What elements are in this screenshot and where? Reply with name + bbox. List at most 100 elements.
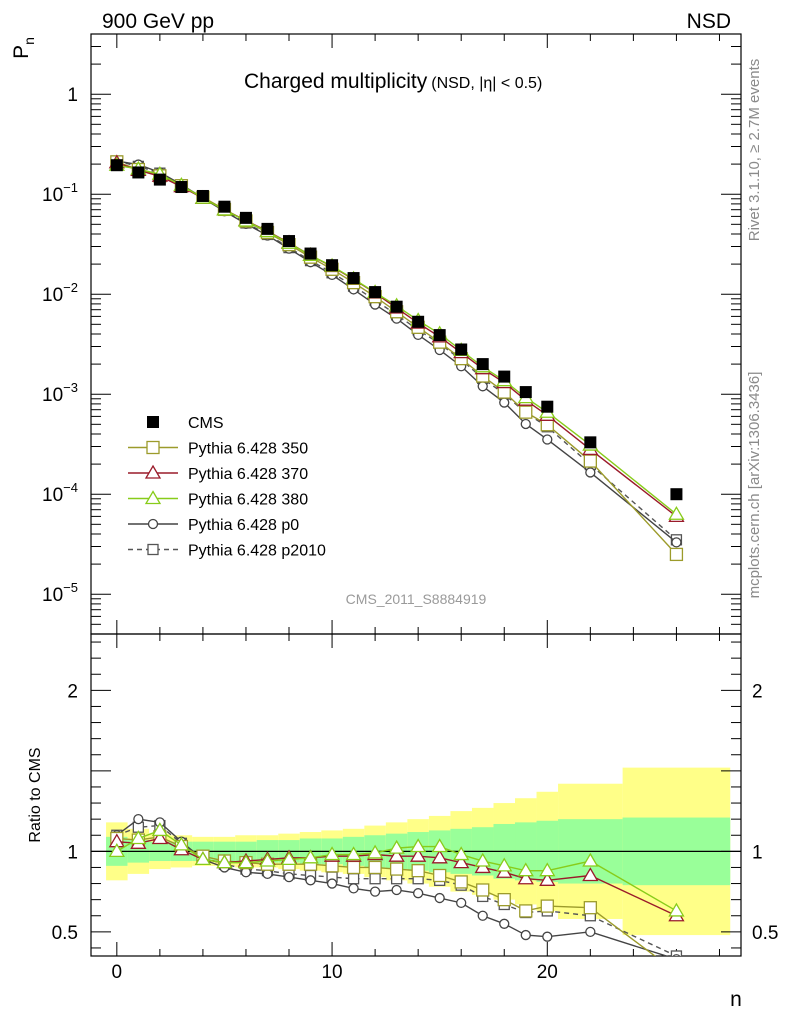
legend-marker-2 [144,464,162,479]
point-ratio-p370-14 [410,847,427,862]
point-ratio-p0-14 [413,888,424,899]
legend-label-4: Pythia 6.428 p0 [188,517,299,534]
point-ratio-p0-12 [369,886,381,897]
point-ratio-p380-20 [539,862,556,877]
axis-ticks: 0 10 20 1 10−1 10−2 10−3 10−4 10−5 0.5 0.5 1 1 2 2 [42,33,778,983]
point-cms-9 [304,247,317,260]
y-tick-label-4: 10−4 [42,480,78,506]
point-cms-22 [584,436,597,449]
point-ratio-p2010-12 [369,873,381,885]
point-main-p380-26 [668,505,685,520]
point-ratio-p0-15 [434,892,445,904]
point-ratio-p350-18 [497,893,511,907]
y-tick-label-0: 1 [67,85,78,106]
point-ratio-p0-19 [520,929,531,941]
point-ratio-p370-15 [431,849,448,864]
point-ratio-p380-11 [345,846,362,861]
point-cms-15 [433,329,446,342]
point-ratio-p0-1 [133,814,144,825]
point-cms-7 [261,222,274,235]
point-ratio-p380-22 [582,852,599,867]
point-ratio-p350-20 [540,899,554,913]
legend-marker-5 [147,543,159,556]
point-ratio-p0-26 [672,954,681,956]
point-cms-26 [670,488,683,501]
legend-entry-5: Pythia 6.428 p2010 [128,543,326,560]
legend-entry-1: Pythia 6.428 350 [128,441,308,458]
point-ratio-p380-13 [388,839,405,854]
ratio-plot-frame [90,633,742,957]
point-ratio-p350-12 [368,860,382,875]
point-ratio-p370-19 [517,870,534,885]
point-ratio-p0-16 [456,897,467,909]
point-ratio-p380-15 [431,838,448,853]
ratio-tick-label-right-1: 1 [752,842,763,863]
point-cms-2 [153,173,166,186]
energy-label: 900 GeV pp [102,10,214,33]
point-cms-16 [455,343,468,356]
point-main-p350-22 [583,454,597,468]
series-main-p0 [111,155,682,548]
series-cms [110,159,683,501]
point-cms-14 [412,315,425,328]
point-ratio-p0-13 [391,884,402,896]
legend-entry-4: Pythia 6.428 p0 [128,517,299,534]
point-main-p0-19 [520,418,531,430]
legend-label-2: Pythia 6.428 370 [188,466,308,483]
y-tick-label-5: 10−5 [42,580,78,606]
point-ratio-p370-13 [388,847,405,862]
point-ratio-p370-20 [539,872,556,886]
point-ratio-p380-4 [194,851,212,866]
point-cms-11 [347,272,360,285]
legend-marker-1 [146,440,160,455]
point-ratio-p0-10 [326,878,338,889]
point-main-p350-19 [519,405,533,419]
point-ratio-p380-14 [410,838,427,853]
point-cms-20 [541,400,554,413]
x-axis-label: n [730,988,742,1011]
point-ratio-p380-19 [517,862,534,877]
point-ratio-p350-16 [454,875,468,889]
point-main-p0-17 [477,381,488,392]
point-main-p0-18 [499,397,510,408]
point-ratio-p0-20 [542,931,553,942]
point-cms-8 [283,235,296,248]
point-main-p0-20 [542,434,553,445]
ratio-tick-label-right-0: 0.5 [752,923,778,944]
point-ratio-p350-22 [583,901,597,915]
chart-title: Charged multiplicity (NSD, |η| < 0.5) [244,70,542,93]
point-ratio-p370-2 [151,830,169,845]
point-cms-13 [390,300,403,313]
ratio-tick-label-left-0: 0.5 [52,923,78,944]
legend-entry-3: Pythia 6.428 380 [128,490,308,509]
ratio-tick-label-left-2: 2 [67,681,78,702]
point-ratio-p380-1 [130,830,147,845]
x-tick-label-10: 10 [321,962,342,983]
point-cms-19 [519,386,532,399]
point-ratio-p370-22 [582,867,599,882]
series-layer [108,154,685,978]
point-cms-12 [369,286,382,299]
point-main-p0-26 [671,537,682,548]
y-tick-label-2: 10−2 [42,280,78,306]
legend-label-3: Pythia 6.428 380 [188,492,308,509]
y-tick-label-1: 10−1 [42,180,78,206]
point-ratio-p350-17 [476,883,490,897]
ratio-tick-label-left-1: 1 [67,842,78,863]
point-ratio-p380-26 [668,902,685,917]
line-main-p0 [116,160,677,543]
legend-label-1: Pythia 6.428 350 [188,441,308,458]
line-ratio-p2010 [116,824,677,956]
rivet-label: Rivet 3.1.10, ≥ 2.7M events [746,59,763,242]
point-cms-10 [326,259,339,272]
point-ratio-p380-10 [323,846,341,861]
point-main-p0-22 [585,467,596,478]
point-ratio-p350-26 [670,966,682,978]
series-main-p2010 [111,155,683,546]
legend-label-5: Pythia 6.428 p2010 [188,543,326,560]
point-cms-6 [239,211,252,224]
legend-marker-0 [147,416,159,428]
point-ratio-p380-0 [108,843,125,857]
process-label: NSD [687,10,731,33]
